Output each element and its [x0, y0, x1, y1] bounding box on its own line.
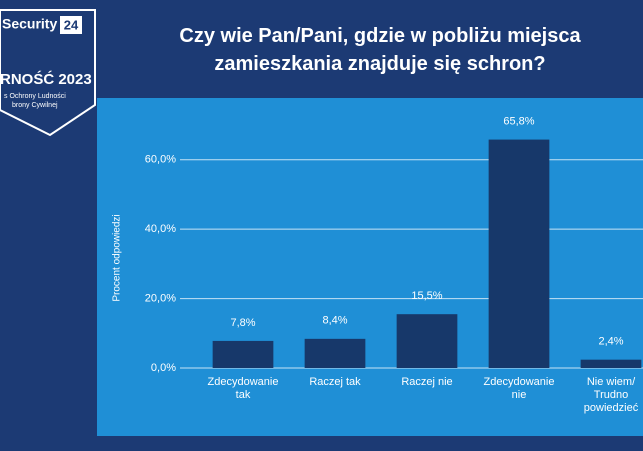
y-tick-label: 40,0% [145, 223, 176, 235]
x-tick-label: Zdecydowanie tak [207, 376, 279, 401]
x-tick-label: Nie wiem/ Trudno powiedzieć [583, 376, 639, 414]
logo-line: s Ochrony Ludności [4, 93, 66, 100]
data-label: 2,4% [598, 336, 623, 348]
bar [580, 359, 642, 368]
title-box: Czy wie Pan/Pani, gdzie w pobliżu miejsc… [179, 25, 581, 75]
y-tick-label: 60,0% [145, 154, 176, 166]
logo-number: 24 [64, 17, 79, 32]
logo-line: brony Cywilnej [12, 102, 58, 109]
bar [488, 139, 550, 368]
x-tick-label: Raczej tak [309, 376, 361, 388]
bar [212, 340, 274, 368]
data-label: 15,5% [411, 290, 442, 302]
bar [304, 338, 366, 368]
y-tick-label: 0,0% [151, 362, 176, 374]
x-tick-label: Zdecydowanie nie [483, 376, 555, 401]
logo-shield [0, 9, 96, 137]
chart-title: Czy wie Pan/Pani, gdzie w pobliżu miejsc… [179, 25, 581, 75]
bar [396, 314, 458, 368]
x-tick-label: Raczej nie [401, 376, 453, 388]
logo-brand: Security [2, 16, 57, 32]
logo-line: RNOŚĆ 2023 [0, 70, 92, 88]
plot-panel [97, 98, 643, 436]
y-axis-label: Procent odpowiedzi [112, 214, 123, 301]
data-label: 7,8% [230, 317, 255, 329]
data-label: 65,8% [503, 115, 534, 127]
data-label: 8,4% [322, 315, 347, 327]
y-tick-label: 20,0% [145, 292, 176, 304]
logo-box [60, 16, 82, 34]
